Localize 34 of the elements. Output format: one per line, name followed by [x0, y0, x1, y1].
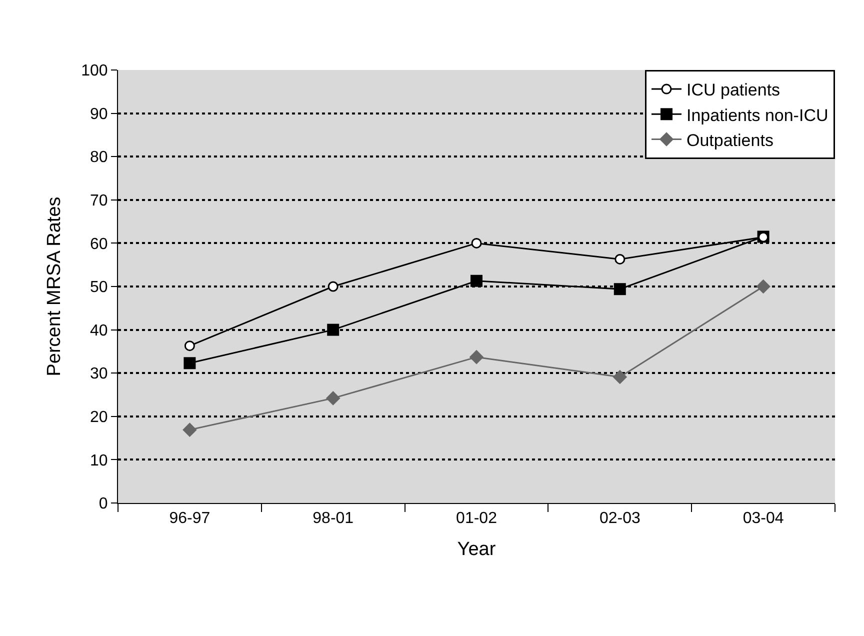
x-tick-label: 96-97: [169, 510, 210, 528]
point: [184, 340, 195, 352]
y-tick-label: 20: [90, 409, 108, 426]
y-tick-label: 30: [90, 366, 108, 383]
y-tick-label: 100: [81, 62, 108, 80]
point: [328, 281, 338, 292]
point: [327, 324, 340, 336]
point: [614, 254, 626, 264]
point: [326, 391, 340, 406]
point: [184, 357, 196, 370]
legend-label: Outpatients: [686, 130, 774, 150]
point: [182, 422, 197, 437]
point: [756, 279, 770, 294]
point: [469, 350, 484, 364]
x-tick-label: 98-01: [312, 510, 354, 528]
y-axis-title: Percent MRSA Rates: [44, 196, 65, 376]
y-tick-label: 70: [90, 192, 108, 210]
point: [612, 370, 628, 384]
x-tick-label: 01-02: [456, 510, 498, 528]
y-tick-label: 60: [90, 236, 108, 253]
point: [614, 283, 626, 296]
x-axis-title: Year: [457, 539, 496, 560]
y-tick-label: 40: [90, 322, 108, 340]
point: [470, 274, 482, 287]
x-tick-label: 03-04: [742, 510, 784, 528]
y-tick-label: 80: [90, 149, 108, 166]
y-tick-label: 50: [90, 279, 108, 296]
y-tick-label: 0: [98, 496, 108, 513]
y-tick-label: 10: [90, 452, 108, 470]
x-tick-label: 02-03: [599, 510, 640, 528]
legend-label: ICU patients: [686, 80, 780, 100]
legend-label: Inpatients non-ICU: [686, 106, 828, 125]
point: [471, 238, 482, 248]
y-tick-label: 90: [90, 106, 108, 123]
